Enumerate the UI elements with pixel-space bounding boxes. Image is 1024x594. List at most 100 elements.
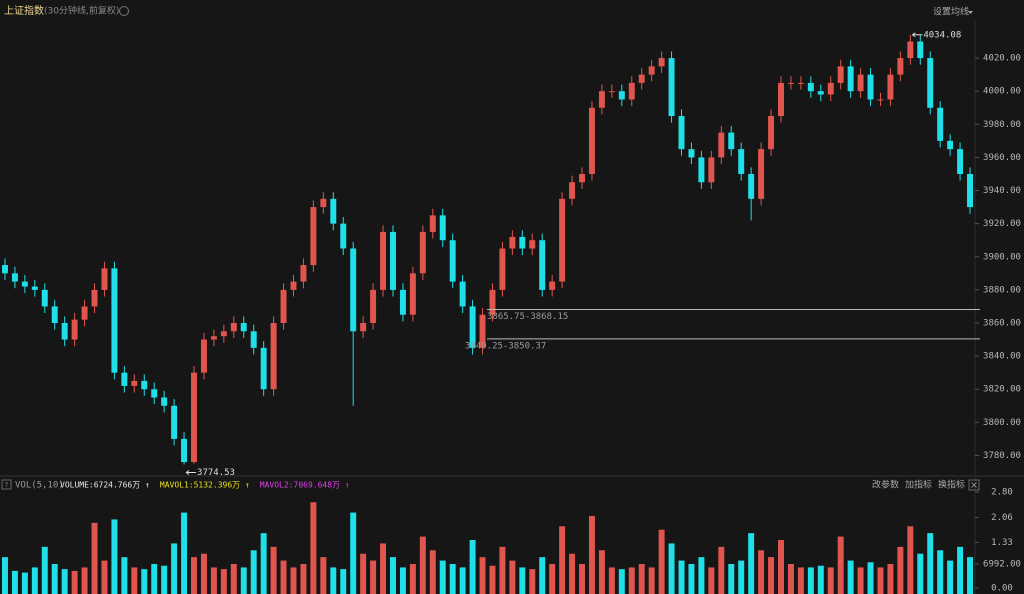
candle-body <box>340 223 347 249</box>
candle-body <box>887 74 894 100</box>
volume-bar <box>618 569 625 594</box>
candle-body <box>728 132 735 150</box>
candle-body <box>479 314 486 348</box>
volume-tick-label: 6992.00 <box>983 560 1021 570</box>
help-icon: ? <box>5 481 9 489</box>
candle-body <box>549 281 556 290</box>
candle-body <box>370 289 377 323</box>
candle-body <box>300 265 307 282</box>
candle-body <box>380 231 387 290</box>
volume-bar <box>847 560 854 594</box>
close-icon <box>971 482 977 488</box>
candle-body <box>41 289 48 307</box>
candle-body <box>907 41 914 59</box>
volume-bar <box>240 567 247 594</box>
y-tick-label: 3980.00 <box>983 120 1021 130</box>
candle-body <box>758 149 765 199</box>
volume-bar <box>151 564 158 594</box>
volume-bar <box>907 526 914 594</box>
volume-bar <box>688 564 695 594</box>
volume-legend: MAVOL1:5132.396万 ↑ <box>160 481 250 490</box>
chart-subtitle: (30分钟线,前复权) <box>44 5 119 17</box>
candle-body <box>101 268 108 290</box>
volume-bar <box>31 567 38 594</box>
volume-tick-label: 0.00 <box>991 584 1013 594</box>
candle-body <box>111 268 118 373</box>
volume-bar <box>191 557 197 594</box>
candle-body <box>51 306 58 323</box>
candle-body <box>817 91 824 95</box>
candle-body <box>768 116 775 150</box>
volume-legend: VOLUME:6724.766万 ↑ <box>60 481 150 490</box>
candle-body <box>778 82 784 117</box>
volume-bar <box>957 546 964 594</box>
candle-body <box>121 372 128 386</box>
volume-bar <box>967 557 974 594</box>
candle-body <box>638 74 645 83</box>
y-tick-label: 4020.00 <box>983 54 1021 64</box>
volume-bar <box>708 567 715 594</box>
volume-bar <box>539 557 546 594</box>
volume-title: VOL(5,10) <box>15 481 64 491</box>
candle-body <box>330 198 337 224</box>
candle-body <box>897 58 904 75</box>
candle-body <box>61 322 68 340</box>
candle-body <box>797 82 804 84</box>
candle-body <box>588 107 595 174</box>
candle-body <box>91 289 98 307</box>
candle-body <box>668 58 675 117</box>
volume-bar <box>181 512 188 594</box>
candle-body <box>539 240 546 290</box>
candle-body <box>678 116 685 150</box>
candle-body <box>648 66 655 75</box>
volume-bar <box>141 569 148 594</box>
volume-bar <box>449 564 456 594</box>
volume-bar <box>71 570 78 594</box>
candle-body <box>71 319 78 340</box>
volume-bar <box>927 533 934 594</box>
volume-bar <box>887 564 894 594</box>
candle-body <box>957 149 964 174</box>
volume-bar <box>509 560 516 594</box>
candle-body <box>449 240 456 282</box>
candle-body <box>21 281 28 287</box>
y-tick-label: 3860.00 <box>983 318 1021 328</box>
volume-bar <box>270 546 277 594</box>
volume-bar <box>947 560 954 594</box>
volume-bar <box>210 567 217 594</box>
y-tick-label: 3780.00 <box>983 451 1021 461</box>
candle-body <box>499 248 506 290</box>
annotation-label: 4034.08 <box>923 30 961 40</box>
y-tick-label: 3960.00 <box>983 153 1021 163</box>
candle-body <box>787 82 794 84</box>
volume-bar <box>280 560 287 594</box>
volume-bar <box>300 564 307 594</box>
candle-body <box>429 215 436 232</box>
volume-bar <box>250 550 257 594</box>
candle-body <box>579 173 585 183</box>
volume-bar <box>648 567 655 594</box>
candle-body <box>439 215 446 241</box>
candle-body <box>191 372 197 463</box>
candle-body <box>559 198 566 282</box>
candle-body <box>509 236 516 249</box>
volume-bar <box>200 553 207 594</box>
candle-body <box>857 74 864 92</box>
volume-bar <box>489 565 496 594</box>
close-box[interactable] <box>968 479 980 491</box>
volume-bar <box>877 567 884 594</box>
candle-body <box>270 322 277 390</box>
volume-bar <box>171 543 178 594</box>
help-box[interactable] <box>1 479 12 490</box>
ma-settings[interactable]: 设置均线 <box>933 6 969 18</box>
volume-bar <box>290 567 297 594</box>
candle-body <box>598 91 605 108</box>
candle-body <box>310 207 317 266</box>
candle-body <box>688 149 695 158</box>
volume-bar <box>409 564 416 594</box>
settings-icon[interactable] <box>119 6 129 16</box>
candle-body <box>280 289 287 323</box>
volume-bar <box>41 546 48 594</box>
